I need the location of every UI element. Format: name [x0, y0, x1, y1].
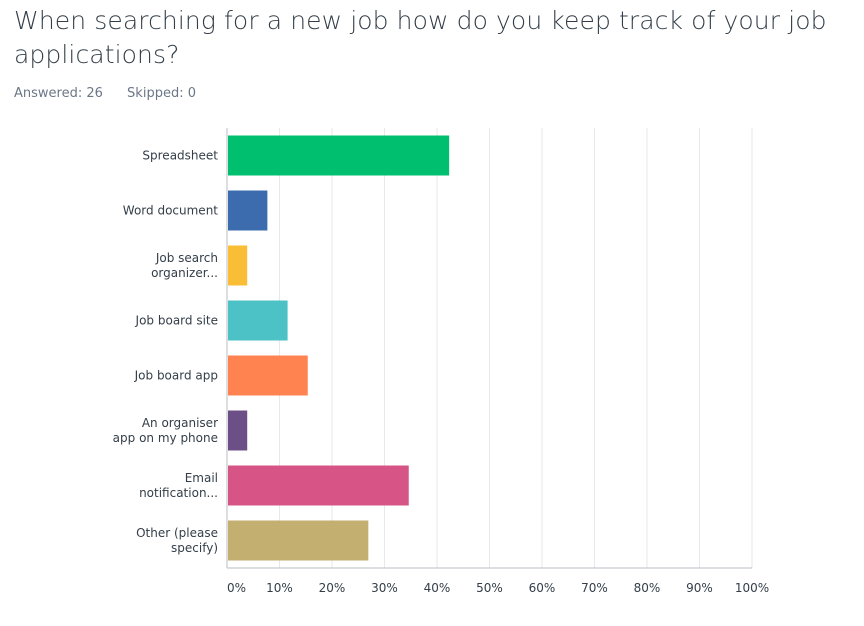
bar — [228, 190, 268, 231]
bar — [228, 520, 369, 561]
x-tick-label: 70% — [581, 581, 608, 595]
bar — [228, 465, 409, 506]
bar — [228, 410, 248, 451]
bar — [228, 135, 450, 176]
x-tick-label: 20% — [319, 581, 346, 595]
category-label: organizer... — [151, 266, 218, 280]
category-label: An organiser — [142, 416, 218, 430]
bar — [228, 300, 288, 341]
x-tick-label: 30% — [371, 581, 398, 595]
category-label: app on my phone — [113, 431, 218, 445]
category-label: notification... — [139, 486, 218, 500]
category-label: Job board site — [135, 314, 218, 328]
category-label: specify) — [171, 541, 218, 555]
category-label: Spreadsheet — [142, 149, 218, 163]
x-tick-label: 0% — [227, 581, 246, 595]
x-tick-label: 60% — [529, 581, 556, 595]
skipped-count: Skipped: 0 — [127, 86, 196, 101]
category-label: Email — [185, 471, 218, 485]
category-label: Job board app — [134, 369, 218, 383]
question-title: When searching for a new job how do you … — [14, 6, 827, 69]
category-label: Job search — [155, 251, 218, 265]
x-tick-label: 100% — [735, 581, 769, 595]
x-tick-label: 80% — [634, 581, 661, 595]
answered-count: Answered: 26 — [14, 86, 103, 101]
bar — [228, 355, 308, 396]
x-tick-label: 40% — [424, 581, 451, 595]
response-stats: Answered: 26 Skipped: 0 — [14, 86, 216, 101]
x-tick-label: 50% — [476, 581, 503, 595]
x-tick-label: 10% — [266, 581, 293, 595]
x-tick-label: 90% — [686, 581, 713, 595]
category-label: Word document — [123, 204, 218, 218]
bar — [228, 245, 248, 286]
category-label: Other (please — [136, 526, 218, 540]
